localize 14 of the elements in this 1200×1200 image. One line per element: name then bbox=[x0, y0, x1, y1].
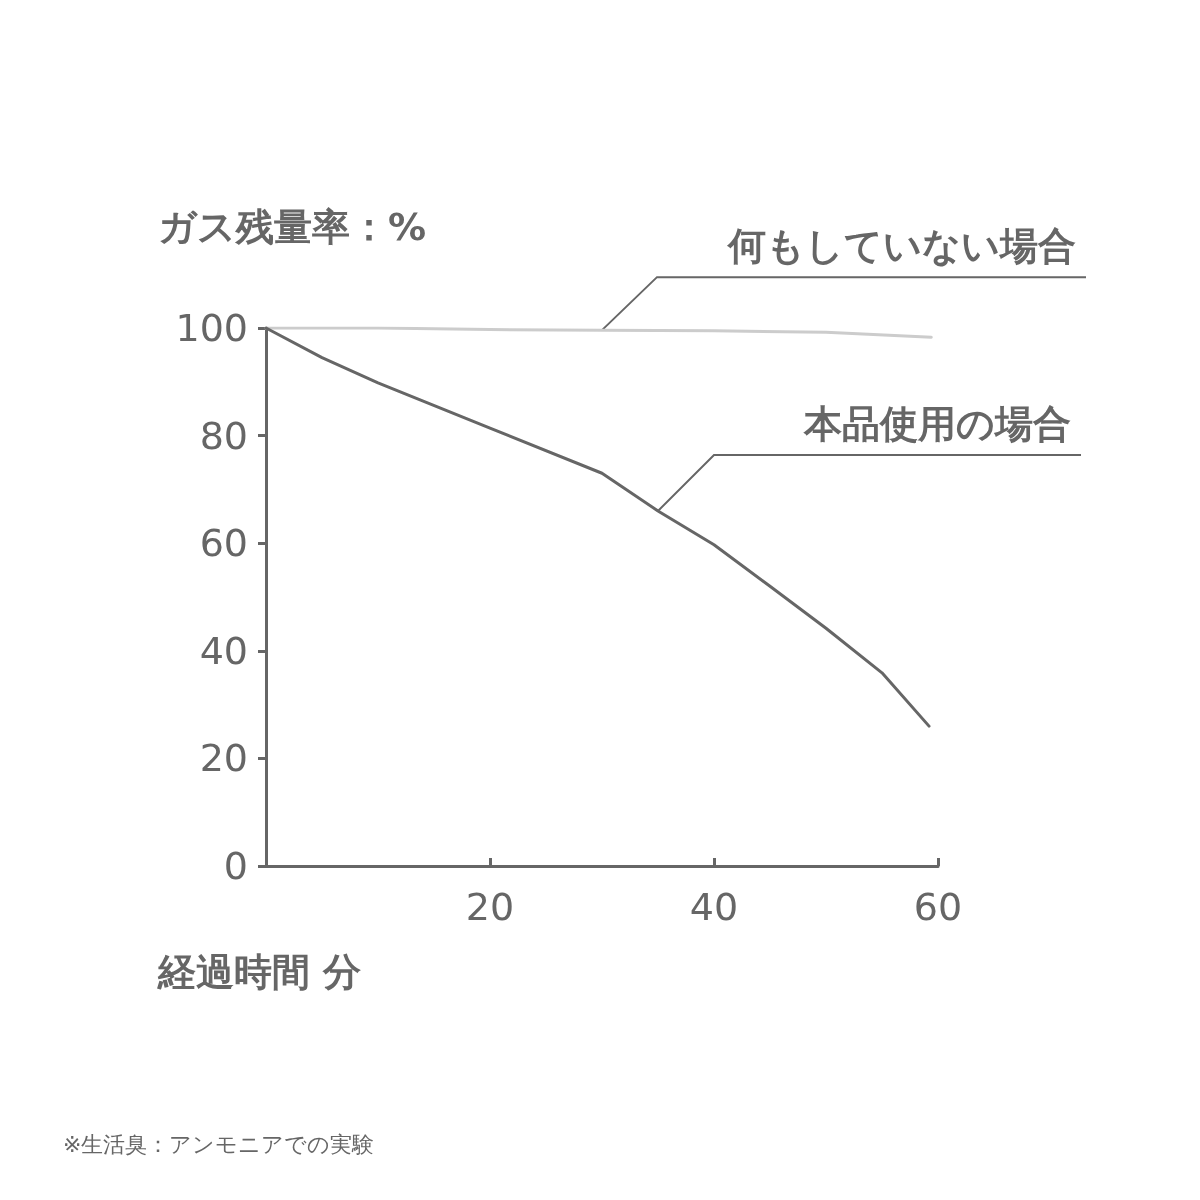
series-label: 何もしていない場合 bbox=[726, 224, 1076, 269]
x-tick-label: 20 bbox=[465, 885, 515, 929]
x-tick-label: 60 bbox=[913, 885, 963, 929]
text: ※生活臭：アンモニアでの実験 bbox=[63, 1131, 375, 1157]
y-tick-label: 40 bbox=[199, 628, 248, 673]
y-axis-title: ガス残量率：% bbox=[158, 205, 427, 249]
y-tick-label: 0 bbox=[223, 844, 248, 888]
x-axis-title: 経過時間 分 bbox=[157, 950, 362, 994]
y-tick-label: 80 bbox=[199, 413, 248, 458]
x-tick-label: 40 bbox=[689, 885, 739, 929]
y-tick-label: 100 bbox=[175, 306, 248, 350]
text: 本品使用の場合 bbox=[803, 401, 1071, 446]
y-tick-label: 60 bbox=[199, 521, 248, 566]
y-tick-label: 20 bbox=[199, 736, 248, 781]
